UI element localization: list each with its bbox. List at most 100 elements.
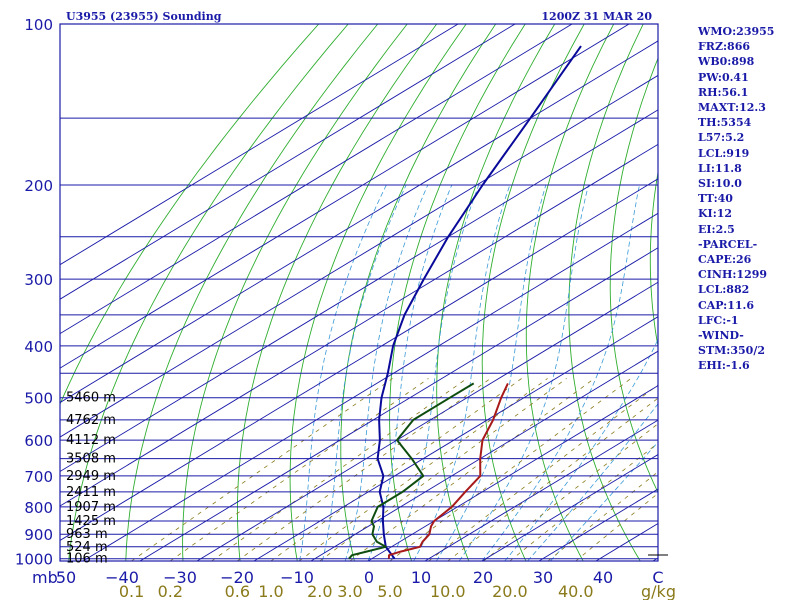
index-line: CINH:1299 [698, 268, 768, 282]
mixing-ratio-line [270, 378, 522, 561]
isotherm-line [82, 212, 658, 561]
dry-adiabat-line [289, 24, 467, 561]
plot-background [60, 24, 658, 561]
isotherm-line [196, 281, 658, 561]
mixing-ratio-label: 20.0 [492, 582, 528, 600]
pressure-tick-label: 900 [24, 526, 53, 544]
height-label: 2411 m [66, 485, 116, 500]
moist-adiabat-line [458, 184, 589, 561]
mixing-ratio-line [319, 378, 567, 561]
moist-adiabat-line [344, 184, 429, 561]
index-line: LCL:882 [698, 283, 750, 297]
pressure-tick-label: 200 [24, 177, 53, 195]
mixing-ratio-line [547, 471, 658, 561]
pressure-tick-label: 400 [24, 338, 53, 356]
mixing-ratio-label: 0.1 [119, 582, 144, 600]
dry-adiabat-line [609, 57, 658, 494]
dry-adiabat-line [125, 24, 379, 561]
temperature-tick-label: 50 [56, 568, 76, 587]
isotherm-line [60, 143, 658, 507]
isotherm-line [60, 40, 658, 404]
moist-adiabat-line [299, 184, 387, 561]
index-line: L57:5.2 [698, 131, 745, 145]
index-line: -PARCEL- [698, 237, 758, 251]
dewpoint-trace [348, 382, 475, 560]
mixing-ratio-line [131, 378, 393, 561]
temperature-tick-label: −40 [105, 568, 139, 587]
mixing-ratio-label: 5.0 [377, 582, 402, 600]
mixing-ratio-line [509, 442, 658, 561]
index-line: FRZ:866 [698, 40, 751, 54]
pressure-tick-label: 1000 [15, 551, 53, 569]
index-line: KI:12 [698, 207, 733, 221]
isotherm-line [60, 178, 658, 541]
index-line: TH:5354 [698, 116, 752, 130]
pressure-unit-label: mb [32, 568, 58, 587]
temperature-tick-label: C [652, 568, 663, 587]
pressure-tick-label: 300 [24, 271, 53, 289]
height-label: 4112 m [66, 433, 116, 448]
index-line: LFC:-1 [698, 313, 739, 327]
moist-adiabat-line [390, 184, 480, 561]
index-line: STM:350/2 [698, 344, 765, 358]
height-label: 3508 m [66, 452, 116, 467]
moist-adiabat-line [527, 403, 658, 561]
mixing-ratio-label: 1.0 [258, 582, 283, 600]
moist-adiabat-line [367, 184, 453, 561]
index-line: -WIND- [698, 329, 744, 343]
pressure-tick-label: 700 [24, 468, 53, 486]
index-line: TT:40 [698, 192, 733, 206]
mixing-ratio-line [211, 378, 468, 561]
height-label: 1425 m [66, 514, 116, 529]
temperature-tick-label: 10 [411, 568, 431, 587]
dry-adiabat-line [389, 24, 526, 561]
isotherm-line [310, 350, 658, 561]
dry-adiabat-line [481, 24, 585, 561]
dry-adiabat-line [436, 24, 556, 561]
temperature-tick-label: 30 [533, 568, 553, 587]
index-line: PW:0.41 [698, 70, 749, 84]
height-label: 524 m [66, 540, 108, 555]
index-line: CAP:11.6 [698, 298, 755, 312]
mixing-ratio-label: 10.0 [430, 582, 466, 600]
moist-adiabat-line [504, 338, 658, 561]
index-line: MAXT:12.3 [698, 101, 766, 115]
mixing-ratio-label: 0.6 [225, 582, 250, 600]
mixing-ratio-label: 0.2 [158, 582, 183, 600]
dry-adiabat-line [182, 24, 408, 561]
temperature-tick-label: −10 [280, 568, 314, 587]
temperature-trace [387, 382, 509, 559]
sounding-profiles [348, 45, 582, 560]
index-line: WB0:898 [698, 55, 755, 69]
isotherm-line [253, 316, 658, 561]
index-line: WMO:23955 [698, 25, 775, 38]
mixing-ratio-line [170, 378, 429, 561]
dry-adiabat-line [236, 24, 438, 561]
temperature-tick-label: −20 [220, 568, 254, 587]
background-grid [60, 24, 658, 561]
dry-adiabat-line [525, 24, 615, 561]
moist-adiabat-line [481, 184, 640, 561]
mixing-ratio-label: 40.0 [558, 582, 594, 600]
index-line: CAPE:26 [698, 253, 752, 267]
mixing-ratio-line [298, 378, 548, 561]
index-line: EHI:-1.6 [698, 359, 750, 373]
mixing-ratio-line [447, 397, 658, 561]
parcel-trace [376, 45, 582, 560]
dry-adiabat-line [649, 169, 658, 349]
index-line: SI:10.0 [698, 177, 742, 191]
mixing-ratio-line [428, 384, 658, 561]
dry-adiabat-line [568, 24, 644, 561]
mixing-ratio-line [389, 378, 632, 561]
mixing-ratio-line [349, 378, 595, 561]
indices-panel: WMO:23955 FRZ:866 WB0:898 PW:0.41 RH:56.1 MAX… [698, 24, 798, 374]
dry-adiabat-line [60, 24, 320, 406]
index-line: LI:11.8 [698, 161, 742, 175]
isotherm-line [367, 385, 658, 561]
chart-title: U3955 (23955) Sounding [66, 10, 222, 23]
chart-timestamp: 1200Z 31 MAR 20 [541, 10, 652, 23]
temperature-tick-label: 20 [473, 568, 493, 587]
pressure-tick-label: 800 [24, 499, 53, 517]
